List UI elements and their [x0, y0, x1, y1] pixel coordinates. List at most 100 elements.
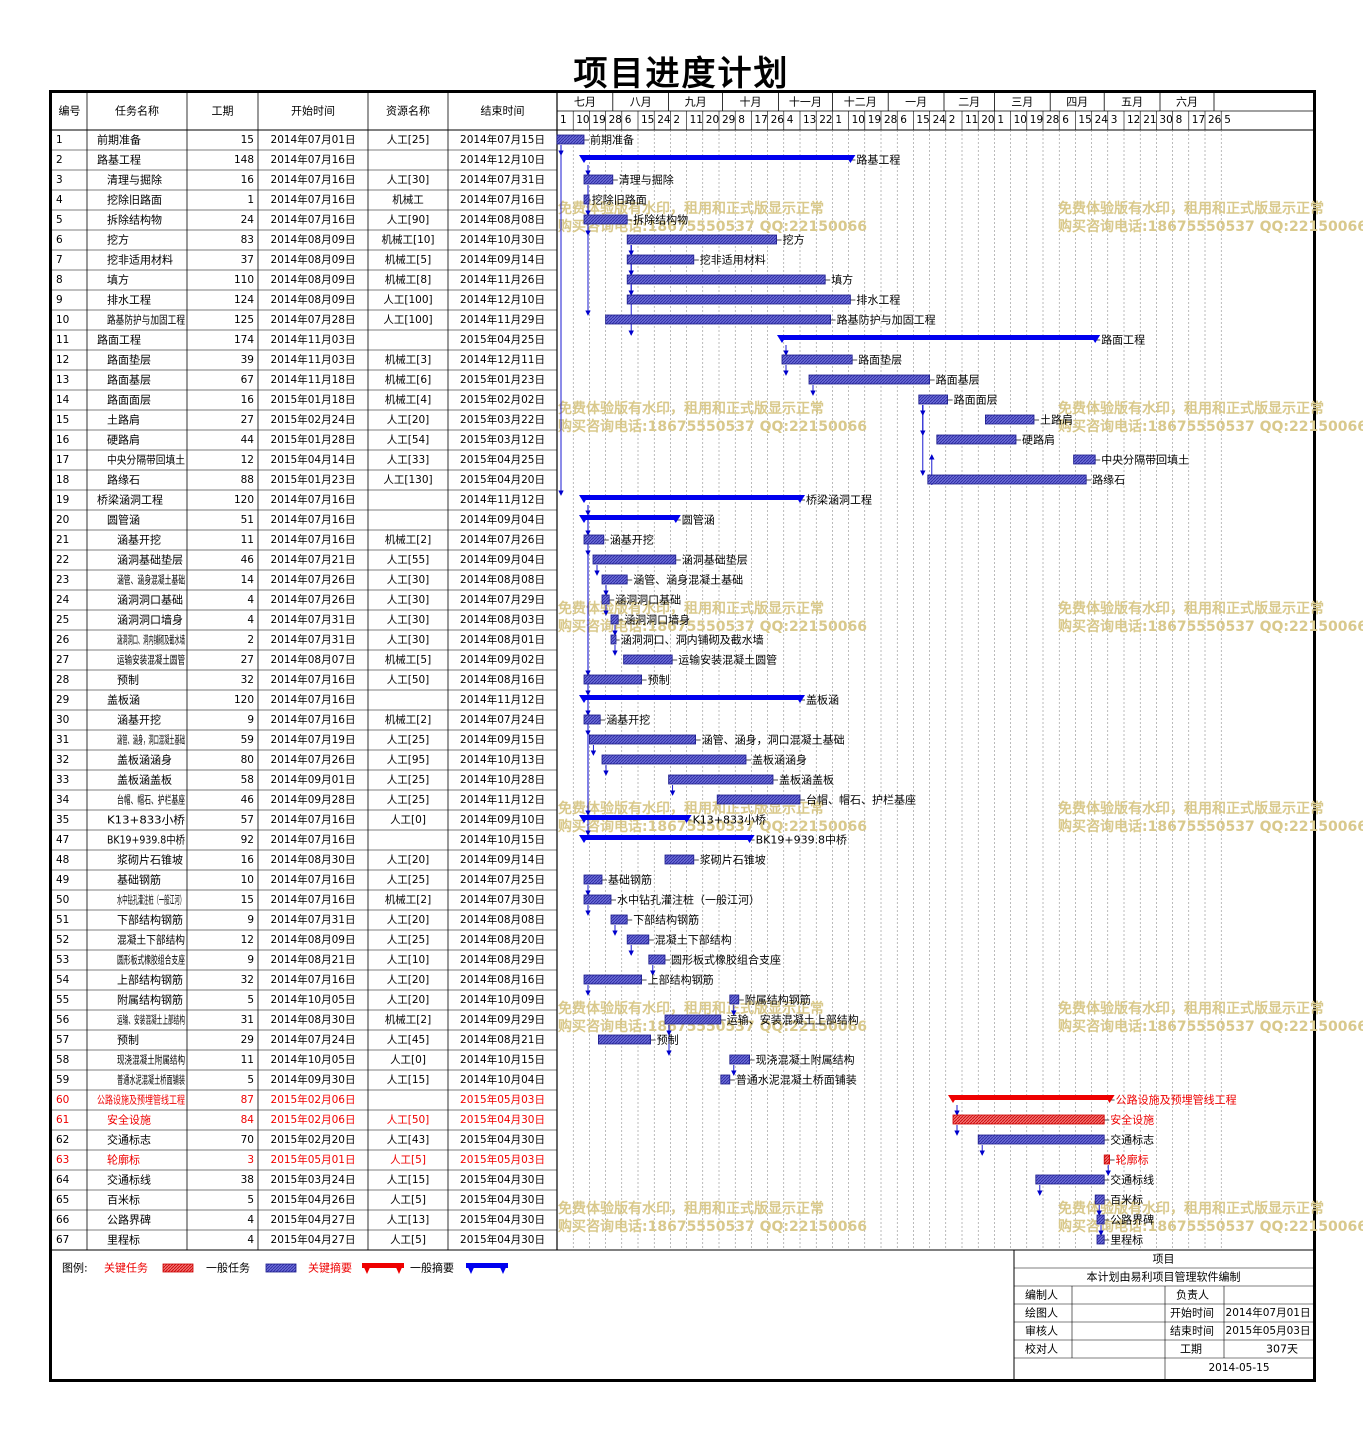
day-label: 21 — [1143, 114, 1156, 126]
info-header: 项目 — [1153, 1253, 1175, 1266]
bar-label: 涵洞洞口、洞内铺砌及截水墙 — [621, 633, 764, 647]
task-id: 29 — [56, 694, 69, 706]
bar-label: 圆管涵 — [682, 513, 715, 527]
task-resource: 人工[50] — [387, 674, 430, 686]
task-resource: 人工[45] — [387, 1034, 430, 1046]
task-bar — [781, 354, 853, 365]
task-name: 浆砌片石锥坡 — [117, 853, 183, 867]
day-label: 10 — [852, 114, 865, 126]
task-name: 交通标志 — [107, 1133, 151, 1147]
task-name: 预制 — [117, 1034, 139, 1047]
watermark-text: 免费体验版有水印，租用和正式版显示正常 — [558, 400, 824, 417]
task-id: 27 — [56, 654, 69, 666]
task-name: 圆形板式橡胶组合支座 — [117, 953, 185, 967]
task-start: 2014年08月09日 — [271, 273, 356, 286]
summary-cap — [579, 515, 589, 523]
task-bar — [1073, 454, 1096, 465]
task-end: 2014年07月26日 — [460, 533, 545, 546]
summary-cap — [681, 815, 692, 823]
task-start: 2015年02月06日 — [271, 1093, 356, 1106]
month-label: 四月 — [1066, 96, 1088, 109]
task-id: 55 — [56, 994, 69, 1006]
task-start: 2015年03月24日 — [271, 1173, 356, 1186]
task-start: 2014年07月31日 — [271, 913, 356, 926]
day-label: 5 — [1224, 114, 1231, 126]
task-resource: 人工[15] — [387, 1074, 430, 1086]
task-bar — [952, 1114, 1105, 1125]
task-end: 2014年10月30日 — [460, 233, 545, 246]
task-resource: 人工[0] — [390, 1054, 426, 1066]
day-label: 15 — [1078, 114, 1091, 126]
task-start: 2015年04月27日 — [271, 1213, 356, 1226]
task-start: 2014年09月30日 — [271, 1073, 356, 1086]
task-id: 11 — [56, 334, 69, 346]
bar-label: 桥梁涵洞工程 — [806, 493, 872, 507]
task-end: 2014年09月14日 — [460, 253, 545, 266]
summary-bar — [584, 515, 676, 520]
watermark-text: 购买咨询电话:18675550537 QQ:22150066 — [1058, 418, 1363, 435]
task-resource: 机械工[4] — [385, 393, 431, 406]
watermark-text: 购买咨询电话:18675550537 QQ:22150066 — [1058, 818, 1363, 835]
watermark-text: 免费体验版有水印，租用和正式版显示正常 — [558, 1000, 824, 1017]
task-start: 2014年07月31日 — [271, 613, 356, 626]
task-end: 2014年10月28日 — [460, 773, 545, 786]
task-start: 2014年09月28日 — [271, 793, 356, 806]
task-resource: 人工[5] — [390, 1194, 426, 1206]
task-resource: 机械工[2] — [385, 1013, 431, 1026]
task-name: 混凝土下部结构 — [117, 933, 185, 947]
task-end: 2014年11月26日 — [460, 273, 545, 286]
task-duration: 5 — [247, 1194, 254, 1206]
task-name: 路基工程 — [97, 154, 141, 167]
task-bar — [808, 374, 930, 385]
task-resource: 人工[100] — [383, 314, 432, 326]
task-duration: 120 — [234, 494, 254, 506]
watermark-text: 购买咨询电话:18675550537 QQ:22150066 — [558, 418, 867, 435]
task-id: 21 — [56, 534, 69, 546]
info-end-value: 2015年05月03日 — [1226, 1324, 1311, 1337]
task-duration: 1 — [247, 194, 254, 206]
task-resource: 人工[20] — [387, 994, 430, 1006]
task-duration: 58 — [241, 774, 254, 786]
day-label: 6 — [625, 114, 632, 126]
bar-label: 基础钢筋 — [608, 873, 652, 887]
task-id: 22 — [56, 554, 69, 566]
day-label: 3 — [1111, 114, 1118, 126]
task-start: 2014年07月16日 — [271, 873, 356, 886]
day-label: 10 — [1014, 114, 1027, 126]
task-bar — [601, 574, 628, 585]
bar-label: 前期准备 — [590, 133, 634, 147]
info-drawer-label: 绘图人 — [1025, 1306, 1058, 1320]
bar-label: 圆形板式橡胶组合支座 — [671, 953, 781, 967]
task-bar — [583, 714, 601, 725]
header-start: 开始时间 — [291, 104, 335, 118]
task-end: 2014年10月09日 — [460, 993, 545, 1006]
task-name: 百米标 — [107, 1193, 140, 1207]
task-end: 2014年09月02日 — [460, 653, 545, 666]
task-start: 2014年07月01日 — [271, 133, 356, 146]
task-duration: 9 — [247, 914, 254, 926]
task-start: 2014年08月30日 — [271, 1013, 356, 1026]
task-name: 公路界碑 — [107, 1214, 151, 1227]
task-name: 附属结构钢筋 — [117, 993, 183, 1007]
bar-label: 涵管、涵身混凝土基础 — [633, 573, 743, 587]
watermark-text: 免费体验版有水印，租用和正式版显示正常 — [1058, 1200, 1324, 1217]
task-name: K13+833小桥 — [107, 814, 185, 827]
task-bar — [927, 474, 1087, 485]
task-duration: 51 — [241, 514, 254, 526]
task-duration: 83 — [241, 234, 254, 246]
task-end: 2015年02月02日 — [460, 393, 545, 406]
task-name: 台帽、帽石、护栏基座 — [117, 793, 185, 807]
task-name: 挖除旧路面 — [107, 193, 162, 207]
legend-critical-summary-swatch — [362, 1263, 404, 1268]
day-label: 26 — [771, 114, 785, 126]
task-bar — [610, 614, 619, 625]
task-resource: 人工[20] — [387, 414, 430, 426]
day-label: 22 — [819, 114, 832, 126]
task-resource: 人工[30] — [387, 594, 430, 606]
task-start: 2015年04月27日 — [271, 1233, 356, 1246]
day-label: 15 — [916, 114, 929, 126]
task-resource: 人工[30] — [387, 574, 430, 586]
header-name: 任务名称 — [115, 104, 159, 118]
task-end: 2015年04月30日 — [460, 1233, 545, 1246]
task-end: 2014年12月11日 — [460, 353, 545, 366]
